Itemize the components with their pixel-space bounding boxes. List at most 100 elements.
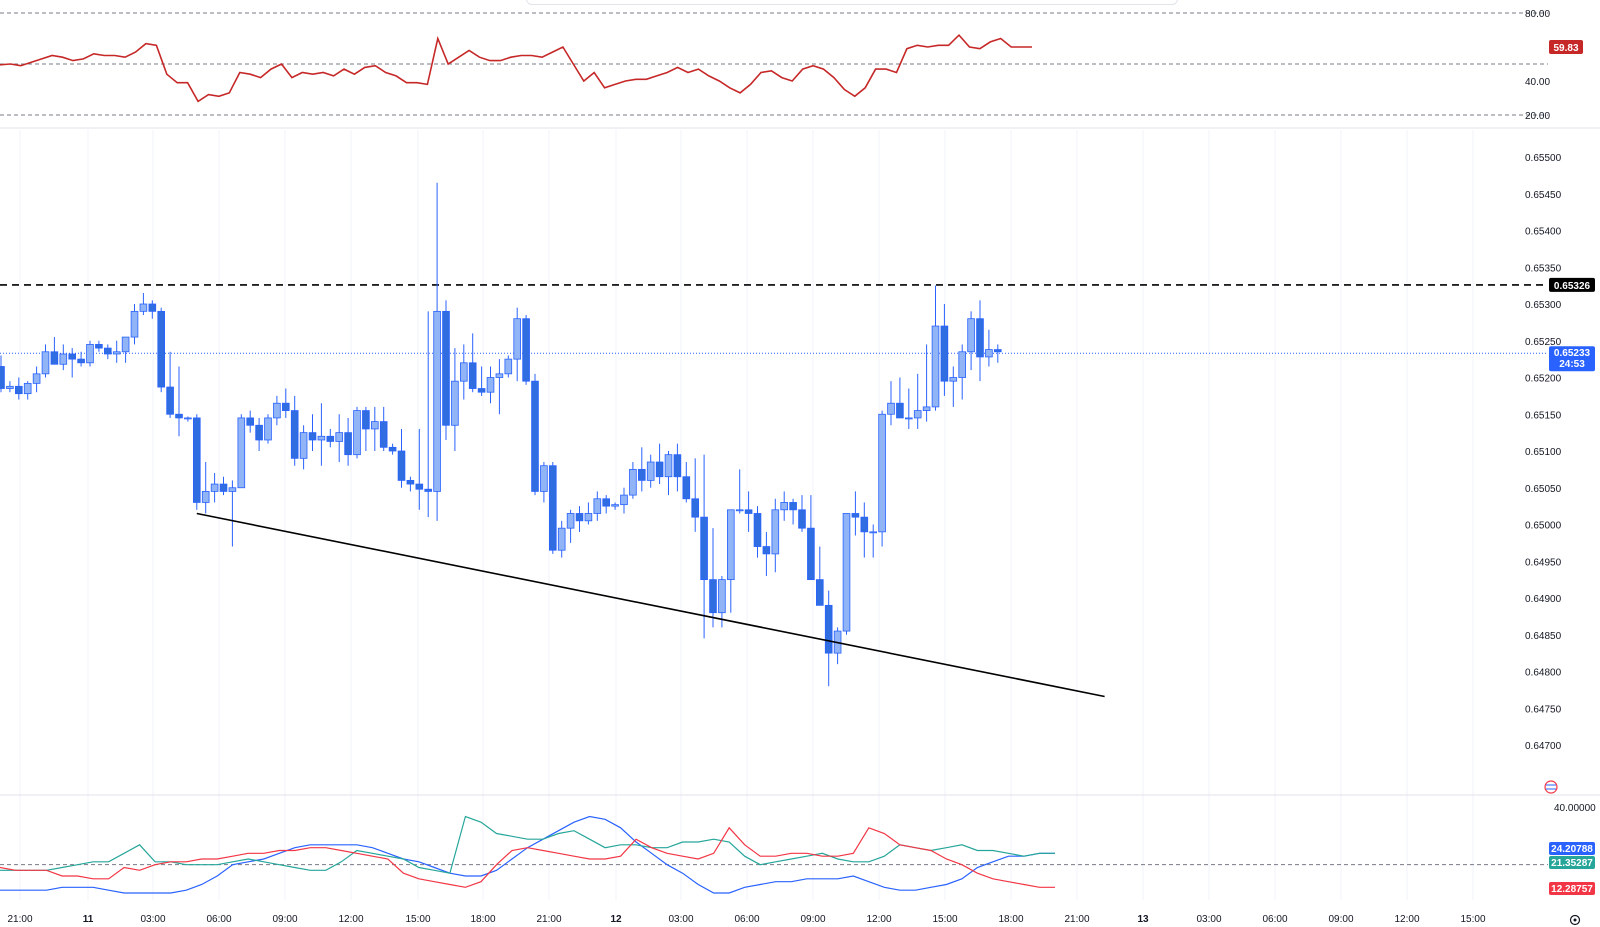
candle-body (869, 531, 877, 534)
candle (112, 340, 121, 363)
time-label: 15:00 (405, 914, 430, 925)
dmi-green-value: 21.35287 (1551, 858, 1593, 869)
candle-body (415, 483, 424, 490)
candle (335, 414, 343, 463)
trend-line[interactable] (196, 512, 1105, 698)
candle (459, 344, 468, 400)
dmi-blue-tag: 24.20788 (1549, 842, 1595, 855)
candle (228, 480, 237, 547)
candle-body (184, 417, 192, 420)
candle (824, 590, 833, 687)
candle-body (913, 410, 922, 419)
candle-body (700, 516, 708, 581)
candle (682, 462, 691, 503)
candle-body (976, 318, 984, 358)
candle (362, 406, 370, 451)
candle-body (192, 417, 201, 503)
candle (691, 458, 699, 532)
candle-body (816, 579, 824, 606)
candle-body (451, 380, 459, 426)
candle-body (994, 349, 1002, 353)
candle (433, 182, 441, 521)
dmi-red-value: 12.28757 (1551, 884, 1593, 895)
candle (531, 373, 539, 496)
candle-body (308, 432, 317, 441)
candle-body (611, 504, 619, 507)
candle (95, 340, 103, 352)
candle (664, 451, 673, 496)
candle-body (86, 344, 94, 364)
time-label: 06:00 (206, 914, 231, 925)
candle-body (139, 303, 148, 312)
candle (201, 462, 210, 514)
price-tick-label: 0.65450 (1525, 190, 1562, 201)
candle-body (370, 421, 379, 430)
candle (23, 381, 32, 400)
candle (370, 406, 379, 451)
flag-icon[interactable] (1544, 780, 1558, 794)
candle-body (41, 351, 50, 375)
time-label: 15:00 (1460, 914, 1485, 925)
candle-body (549, 465, 557, 551)
candle (744, 491, 753, 532)
candle (753, 506, 762, 558)
price-tick-label: 0.64950 (1525, 557, 1562, 568)
candle (967, 311, 975, 371)
candle (477, 366, 486, 396)
candle (121, 336, 130, 363)
candle-body (237, 417, 246, 489)
candle-body (735, 509, 744, 512)
candle-body (335, 432, 343, 442)
candle (290, 395, 299, 466)
candle-body (495, 373, 504, 378)
candle (219, 476, 228, 496)
candle (646, 454, 655, 488)
candle (77, 351, 85, 367)
candle-body (379, 421, 388, 448)
candle (41, 344, 50, 378)
candle-body (104, 347, 112, 355)
time-label: 03:00 (668, 914, 693, 925)
candle (308, 414, 317, 451)
candle-body (166, 386, 174, 415)
candle-body (807, 527, 815, 581)
price-tick-label: 0.65200 (1525, 374, 1562, 385)
candle-body (6, 385, 14, 389)
time-axis: 21:00 11 03:00 06:00 09:00 12:00 15:00 18:00 21:… (7, 914, 1485, 925)
candle-body (273, 402, 281, 419)
candle-body (326, 435, 335, 442)
candle-body (14, 385, 23, 395)
time-label: 09:00 (1328, 914, 1353, 925)
candle-body (32, 373, 41, 384)
candle-body (860, 516, 869, 533)
time-label: 13 (1137, 914, 1149, 925)
time-label: 12:00 (866, 914, 891, 925)
candle (32, 366, 41, 393)
price-tick-label: 0.65400 (1525, 227, 1562, 238)
candle-body (175, 413, 183, 419)
candle-body (575, 513, 584, 522)
candle-body (709, 579, 717, 614)
settings-icon[interactable] (1569, 914, 1581, 926)
candle-body (771, 509, 780, 555)
time-label: 09:00 (800, 914, 825, 925)
price-tick-label: 0.65000 (1525, 521, 1562, 532)
candle (522, 315, 530, 385)
time-label: 15:00 (932, 914, 957, 925)
resistance-price-tag: 0.65326 (1549, 277, 1595, 292)
candle (264, 414, 272, 444)
dmi-axis-tick: 40.00000 (1554, 803, 1596, 814)
candle (922, 344, 931, 422)
candle (833, 627, 842, 665)
candle (0, 355, 5, 393)
candle-body (762, 546, 771, 555)
candle (486, 366, 495, 404)
candle-body (593, 498, 602, 514)
candle (727, 509, 735, 613)
candle-body (557, 527, 566, 551)
candle-body (753, 513, 762, 547)
candle (451, 348, 459, 451)
candle (237, 414, 246, 489)
time-label: 06:00 (734, 914, 759, 925)
